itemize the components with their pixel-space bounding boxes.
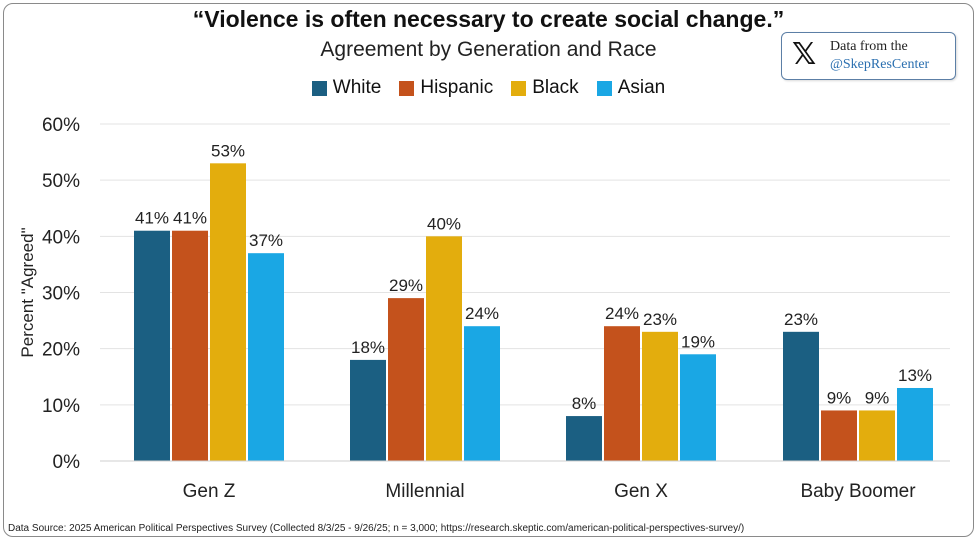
- x-logo-icon: 𝕏: [792, 37, 817, 72]
- bar-black: [426, 236, 462, 461]
- data-label: 41%: [173, 209, 207, 228]
- chart-title: “Violence is often necessary to create s…: [192, 6, 785, 32]
- data-label: 9%: [827, 388, 852, 407]
- data-label: 24%: [605, 304, 639, 323]
- chart-subtitle: Agreement by Generation and Race: [320, 38, 657, 61]
- data-label: 23%: [643, 310, 677, 329]
- data-label: 9%: [865, 388, 890, 407]
- bar-asian: [248, 253, 284, 461]
- bar-black: [210, 163, 246, 462]
- bar-black: [859, 410, 895, 461]
- y-tick-label: 60%: [42, 115, 80, 136]
- y-axis-title: Percent "Agreed": [18, 227, 37, 357]
- legend-swatch: [511, 80, 527, 96]
- data-label: 13%: [898, 366, 932, 385]
- data-label: 24%: [465, 304, 499, 323]
- x-category-label: Baby Boomer: [800, 481, 916, 502]
- legend-label: Hispanic: [420, 77, 494, 98]
- badge-text-line1: Data from the: [830, 39, 908, 54]
- legend-label: White: [332, 77, 382, 98]
- y-tick-label: 40%: [42, 227, 80, 248]
- bar-asian: [897, 387, 933, 461]
- legend-item-white: White: [311, 77, 382, 99]
- legend-swatch: [311, 80, 327, 96]
- legend-item-black: Black: [511, 77, 579, 99]
- data-label: 23%: [784, 310, 818, 329]
- bar-black: [642, 331, 678, 461]
- data-label: 29%: [389, 276, 423, 295]
- data-label: 19%: [681, 332, 715, 351]
- y-tick-label: 10%: [42, 396, 80, 417]
- data-label: 37%: [249, 231, 283, 250]
- bar-white: [566, 416, 602, 461]
- bar-asian: [464, 326, 500, 461]
- data-label: 18%: [351, 338, 385, 357]
- data-label: 41%: [135, 209, 169, 228]
- data-label: 8%: [572, 394, 597, 413]
- badge-handle: @SkepResCenter: [830, 57, 930, 72]
- legend-swatch: [596, 80, 612, 96]
- data-label: 40%: [427, 214, 461, 233]
- y-tick-label: 0%: [53, 452, 81, 473]
- legend-item-asian: Asian: [596, 77, 666, 99]
- x-category-label: Gen Z: [183, 481, 236, 502]
- x-category-label: Millennial: [385, 481, 464, 502]
- bar-hispanic: [388, 298, 424, 461]
- legend-item-hispanic: Hispanic: [399, 77, 493, 99]
- legend-swatch: [399, 80, 415, 96]
- y-tick-label: 50%: [42, 171, 80, 192]
- chart-legend: White Hispanic Black Asian: [0, 77, 977, 99]
- bar-white: [350, 359, 386, 461]
- legend-label: Asian: [617, 77, 666, 98]
- y-tick-label: 30%: [42, 284, 80, 305]
- bar-hispanic: [821, 410, 857, 461]
- bar-hispanic: [604, 326, 640, 461]
- bar-white: [783, 331, 819, 461]
- data-label: 53%: [211, 141, 245, 160]
- x-category-label: Gen X: [614, 481, 668, 502]
- legend-label: Black: [532, 77, 579, 98]
- data-source-badge[interactable]: 𝕏 Data from the @SkepResCenter: [781, 32, 956, 80]
- bar-hispanic: [172, 230, 208, 461]
- y-tick-label: 20%: [42, 340, 80, 361]
- bar-white: [134, 230, 170, 461]
- bar-asian: [680, 354, 716, 461]
- data-source-footnote: Data Source: 2025 American Political Per…: [8, 523, 745, 534]
